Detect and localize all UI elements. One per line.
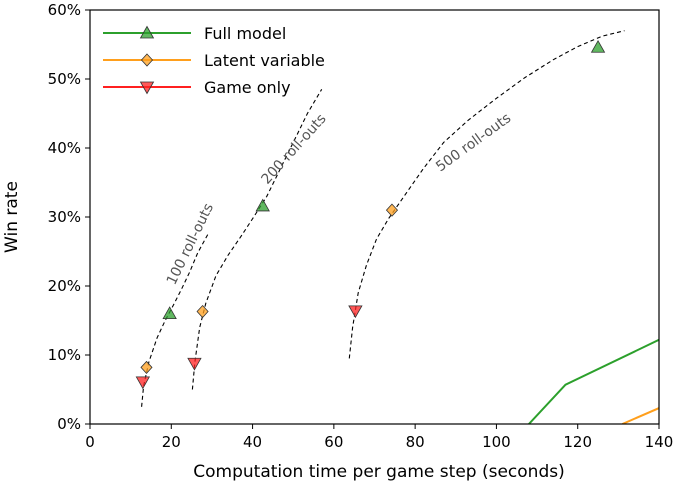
x-axis: 0 20 40 60 80 100 120 140 [85, 424, 673, 451]
point-full-model [162, 306, 177, 320]
legend-label-latent-variable: Latent variable [204, 51, 325, 70]
legend-entry-game-only: Game only [103, 78, 291, 97]
point-game-only [135, 376, 151, 390]
svg-text:200 roll-outs: 200 roll-outs [258, 111, 329, 187]
legend-marker-latent-variable [140, 53, 154, 67]
y-tick-label: 40% [48, 139, 81, 157]
annotation-500-rollouts: 500 roll-outs [433, 110, 514, 175]
y-tick-label: 10% [48, 346, 81, 364]
x-tick-label: 40 [243, 433, 262, 451]
curve-500-roll-outs [348, 30, 625, 359]
y-tick-label: 30% [48, 208, 81, 226]
point-latent-variable [196, 304, 209, 319]
curve-200-roll-outs [191, 89, 323, 390]
x-tick-label: 60 [324, 433, 343, 451]
x-tick-label: 140 [645, 433, 674, 451]
svg-text:500 roll-outs: 500 roll-outs [433, 110, 514, 175]
svg-text:100 roll-outs: 100 roll-outs [164, 201, 217, 288]
x-tick-label: 0 [85, 433, 95, 451]
y-tick-label: 60% [48, 1, 81, 19]
legend-marker-triangle-down [139, 81, 155, 95]
point-game-only [348, 305, 363, 319]
point-game-only [187, 357, 202, 371]
legend-marker-diamond [140, 53, 154, 67]
series-lines [528, 338, 659, 424]
plot-frame [89, 9, 660, 425]
legend-label-full-model: Full model [204, 24, 286, 43]
annotation-100-rollouts: 100 roll-outs [164, 201, 217, 288]
legend-marker-triangle-up [139, 25, 155, 39]
y-tick-label: 20% [48, 277, 81, 295]
series-line-full-model [528, 338, 659, 424]
x-tick-label: 20 [162, 433, 181, 451]
legend-marker-game-only [139, 81, 155, 95]
point-full-model [255, 198, 270, 212]
series-markers [135, 39, 606, 390]
point-full-model [590, 39, 606, 53]
x-tick-label: 120 [563, 433, 592, 451]
y-axis: 0% 10% 20% 30% 40% 50% 60% [48, 1, 90, 433]
y-tick-label: 50% [48, 70, 81, 88]
legend: Full model Latent variable Game only [103, 24, 325, 97]
y-tick-label: 0% [57, 415, 81, 433]
series-line-latent-variable [622, 407, 659, 424]
legend-label-game-only: Game only [204, 78, 291, 97]
point-latent-variable [140, 360, 153, 375]
legend-marker-full-model [139, 25, 155, 39]
y-axis-title: Win rate [2, 181, 22, 253]
x-tick-label: 80 [406, 433, 425, 451]
x-tick-label: 100 [482, 433, 511, 451]
annotation-200-rollouts: 200 roll-outs [258, 111, 329, 187]
point-latent-variable [385, 203, 399, 217]
x-axis-title: Computation time per game step (seconds) [193, 462, 564, 482]
legend-entry-latent-variable: Latent variable [103, 51, 325, 70]
legend-entry-full-model: Full model [103, 24, 286, 43]
